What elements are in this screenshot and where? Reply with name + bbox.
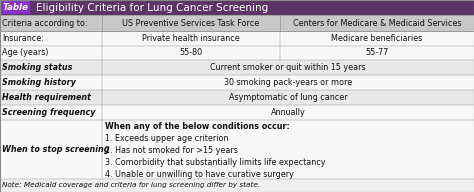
Bar — [0, 0, 474, 15]
Bar — [0, 60, 474, 75]
Text: Medicare beneficiaries: Medicare beneficiaries — [331, 34, 422, 43]
Text: Smoking history: Smoking history — [2, 78, 76, 87]
Text: 55-77: 55-77 — [365, 48, 389, 57]
Text: Screening frequency: Screening frequency — [2, 108, 96, 117]
Text: 3. Comorbidity that substantially limits life expectancy: 3. Comorbidity that substantially limits… — [105, 158, 325, 167]
Text: 1. Exceeds upper age criterion: 1. Exceeds upper age criterion — [105, 134, 228, 143]
Bar — [1, 1, 30, 14]
Text: Health requirement: Health requirement — [2, 93, 91, 102]
Bar — [0, 179, 474, 192]
Text: When any of the below conditions occur:: When any of the below conditions occur: — [105, 122, 290, 131]
Text: Eligibility Criteria for Lung Cancer Screening: Eligibility Criteria for Lung Cancer Scr… — [36, 3, 268, 13]
Text: Centers for Medicare & Medicaid Services: Centers for Medicare & Medicaid Services — [292, 19, 461, 27]
Text: 2. Has not smoked for >15 years: 2. Has not smoked for >15 years — [105, 146, 237, 155]
Text: Smoking status: Smoking status — [2, 63, 73, 72]
Text: When to stop screening: When to stop screening — [2, 145, 110, 154]
Text: Insurance:: Insurance: — [2, 34, 44, 43]
Bar — [0, 120, 474, 179]
Text: 55-80: 55-80 — [179, 48, 202, 57]
Text: Age (years): Age (years) — [2, 48, 49, 57]
Text: Current smoker or quit within 15 years: Current smoker or quit within 15 years — [210, 63, 366, 72]
Bar — [0, 15, 474, 31]
Text: US Preventive Services Task Force: US Preventive Services Task Force — [122, 19, 259, 27]
Text: Criteria according to:: Criteria according to: — [2, 19, 88, 27]
Text: 4. Unable or unwilling to have curative surgery: 4. Unable or unwilling to have curative … — [105, 170, 293, 179]
Text: Note: Medicaid coverage and criteria for lung screening differ by state.: Note: Medicaid coverage and criteria for… — [2, 182, 261, 189]
Bar — [0, 75, 474, 90]
Bar — [0, 105, 474, 120]
Text: Private health insurance: Private health insurance — [142, 34, 240, 43]
Text: Asymptomatic of lung cancer: Asymptomatic of lung cancer — [228, 93, 347, 102]
Text: 30 smoking pack-years or more: 30 smoking pack-years or more — [224, 78, 352, 87]
Text: Table: Table — [3, 3, 28, 12]
Bar — [0, 31, 474, 46]
Bar — [0, 46, 474, 60]
Bar — [0, 90, 474, 105]
Text: Annually: Annually — [271, 108, 305, 117]
